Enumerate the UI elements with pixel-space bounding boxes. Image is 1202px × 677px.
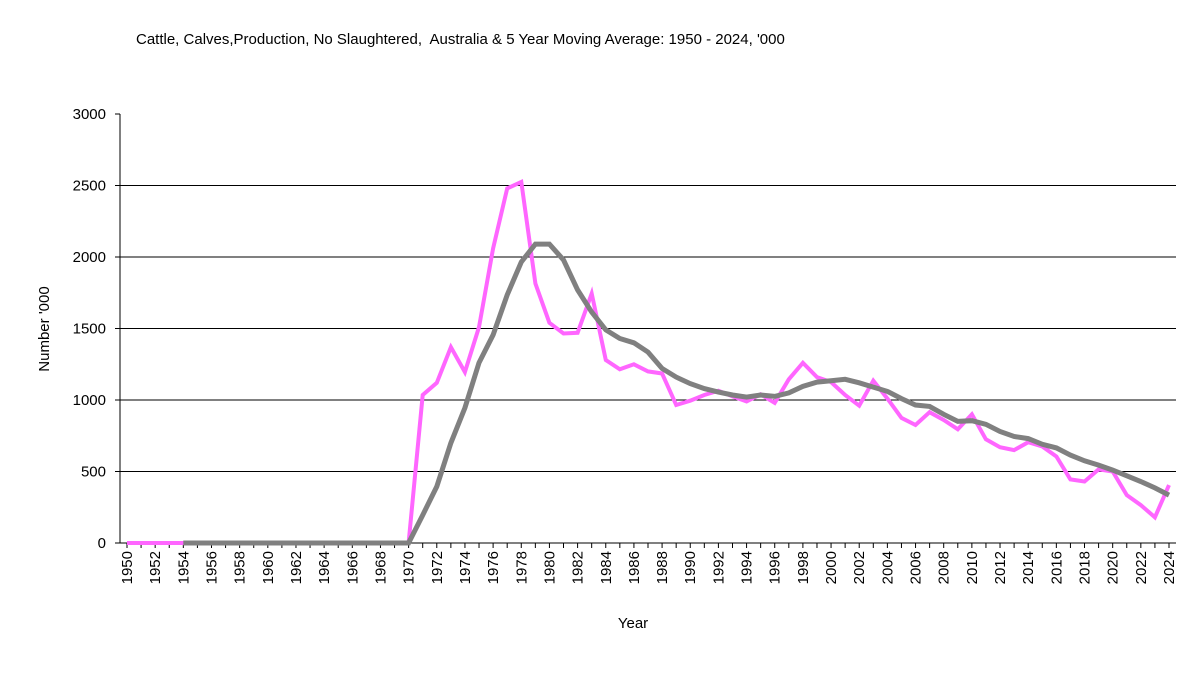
x-tick-label: 1990 (682, 551, 699, 584)
x-tick-label: 1962 (288, 551, 305, 584)
gridlines (120, 185, 1176, 472)
x-tick-label: 2008 (936, 551, 953, 584)
x-tick-label: 1966 (344, 551, 361, 584)
x-tick-label: 1988 (654, 551, 671, 584)
x-tick-label: 1964 (316, 551, 333, 584)
x-tick-label: 2000 (823, 551, 840, 584)
y-tick-label: 3000 (73, 106, 106, 123)
x-tick-label: 1956 (203, 551, 220, 584)
series-line-moving-average (183, 241, 1171, 546)
x-tick-label: 1960 (260, 551, 277, 584)
y-tick-label: 2500 (73, 178, 106, 195)
x-tick-label: 1998 (795, 551, 812, 584)
y-ticks: 0 500 1000 1500 2000 2500 3000 (73, 106, 120, 552)
x-tick-label: 1976 (485, 551, 502, 584)
x-tick-label: 1992 (710, 551, 727, 584)
x-tick-label: 1980 (541, 551, 558, 584)
x-tick-label: 2006 (908, 551, 925, 584)
x-tick-label: 2014 (1020, 551, 1037, 584)
x-tick-label: 1974 (457, 551, 474, 584)
x-tick-label: 2022 (1133, 551, 1150, 584)
x-tick-label: 2002 (851, 551, 868, 584)
y-tick-label: 1000 (73, 392, 106, 409)
y-axis-title: Number '000 (36, 286, 53, 371)
y-tick-label: 500 (81, 464, 106, 481)
series (127, 178, 1171, 546)
x-tick-label: 2018 (1077, 551, 1094, 584)
x-tick-label: 2016 (1048, 551, 1065, 584)
x-tick-label: 1982 (570, 551, 587, 584)
x-tick-label: 2024 (1161, 551, 1178, 584)
x-tick-label: 2004 (879, 551, 896, 584)
x-tick-label: 1968 (372, 551, 389, 584)
x-tick-label: 1970 (401, 551, 418, 584)
x-ticks: 1950 1952 1954 1956 1958 1960 1962 1964 1966 1968… (119, 543, 1178, 584)
x-tick-label: 1996 (767, 551, 784, 584)
x-tick-label: 1972 (429, 551, 446, 584)
x-tick-label: 2012 (992, 551, 1009, 584)
x-tick-label: 1950 (119, 551, 136, 584)
y-tick-label: 0 (98, 535, 106, 552)
x-tick-label: 1994 (739, 551, 756, 584)
chart-title: Cattle, Calves,Production, No Slaughtere… (136, 31, 785, 48)
x-tick-label: 1954 (175, 551, 192, 584)
y-tick-label: 1500 (73, 321, 106, 338)
y-tick-label: 2000 (73, 249, 106, 266)
x-tick-label: 2010 (964, 551, 981, 584)
x-tick-label: 1978 (513, 551, 530, 584)
x-tick-label: 1984 (598, 551, 615, 584)
x-tick-label: 1952 (147, 551, 164, 584)
x-axis-title: Year (618, 615, 648, 632)
series-line-slaughtered (127, 178, 1171, 545)
x-tick-label: 1986 (626, 551, 643, 584)
x-tick-label: 2020 (1105, 551, 1122, 584)
x-tick-label: 1958 (232, 551, 249, 584)
